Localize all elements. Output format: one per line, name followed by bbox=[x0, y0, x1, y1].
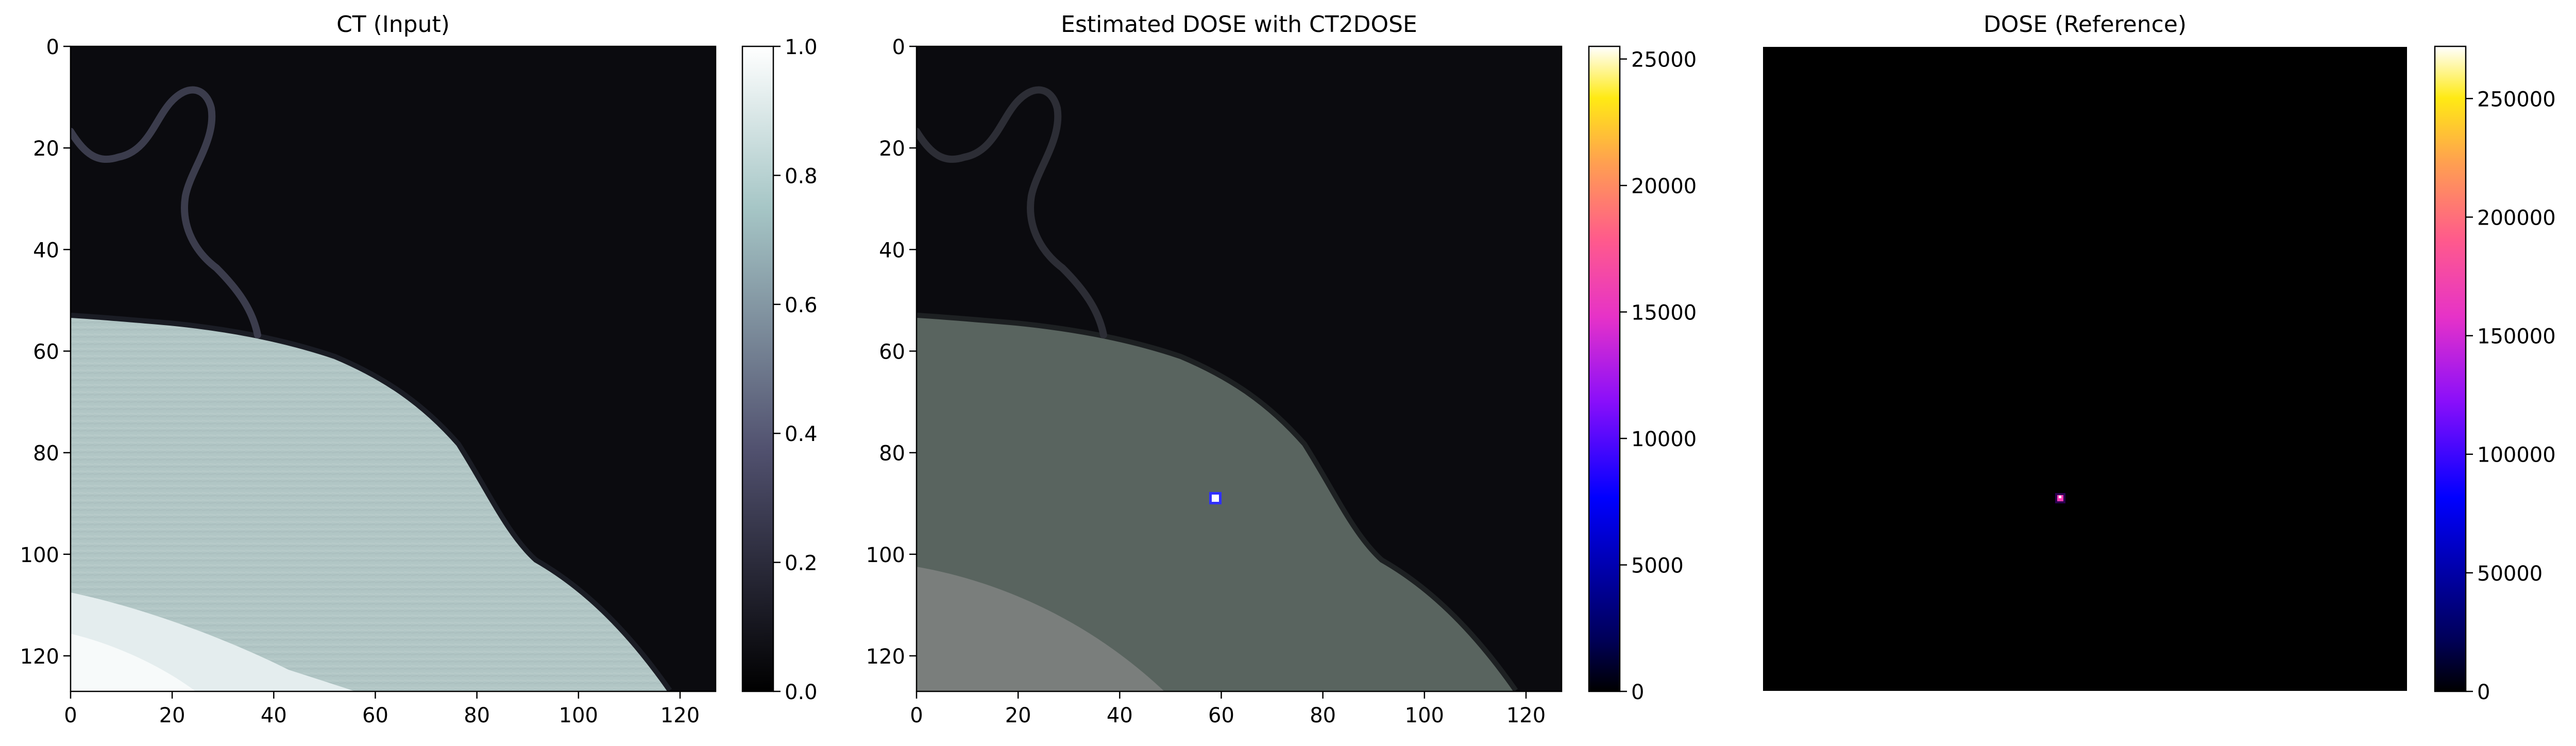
x-tick-label: 60 bbox=[1208, 704, 1234, 727]
x-tick-label: 120 bbox=[660, 704, 700, 727]
x-tick-label: 100 bbox=[1405, 704, 1444, 727]
colorbar-ct bbox=[741, 45, 774, 692]
x-tick-label: 0 bbox=[64, 704, 77, 727]
y-axis-ct: 0 20 40 60 80 100 120 bbox=[20, 36, 71, 669]
colorbar-reference bbox=[2434, 45, 2467, 692]
y-tick-label: 0 bbox=[892, 36, 905, 59]
y-tick-label: 20 bbox=[33, 137, 59, 161]
colorbar-tick-label: 200000 bbox=[2477, 206, 2556, 230]
x-tick-label: 120 bbox=[1506, 704, 1546, 727]
colorbar-tick-label: 10000 bbox=[1631, 428, 1697, 451]
y-tick-label: 80 bbox=[879, 442, 905, 466]
x-axis-estimated: 0 20 40 60 80 100 120 bbox=[910, 691, 1546, 727]
x-tick-label: 40 bbox=[1107, 704, 1133, 727]
panel-title-reference: DOSE (Reference) bbox=[1984, 11, 2187, 38]
colorbar-tick-label: 250000 bbox=[2477, 88, 2556, 111]
panel-ct-input: CT (Input) 0 20 40 60 80 100 120 0 20 40 60 80 100 1… bbox=[20, 11, 818, 727]
colorbar-tick-label: 0.8 bbox=[785, 164, 818, 188]
y-tick-label: 100 bbox=[20, 544, 59, 567]
colorbar-tick-label: 100000 bbox=[2477, 444, 2556, 467]
x-tick-label: 60 bbox=[362, 704, 388, 727]
ct-image bbox=[71, 46, 716, 691]
y-tick-label: 20 bbox=[879, 137, 905, 161]
y-tick-label: 120 bbox=[866, 645, 905, 669]
colorbar-tick-label: 5000 bbox=[1631, 554, 1684, 578]
estimated-dose-image bbox=[917, 46, 1562, 691]
x-tick-label: 80 bbox=[464, 704, 490, 727]
colorbar-ticks-ct: 0.0 0.2 0.4 0.6 0.8 1.0 bbox=[773, 36, 818, 704]
x-tick-label: 0 bbox=[910, 704, 923, 727]
x-tick-label: 80 bbox=[1310, 704, 1336, 727]
y-tick-label: 100 bbox=[866, 544, 905, 567]
y-tick-label: 60 bbox=[879, 340, 905, 364]
y-axis-estimated: 0 20 40 60 80 100 120 bbox=[866, 36, 917, 669]
y-tick-label: 40 bbox=[33, 239, 59, 262]
panel-estimated-dose: Estimated DOSE with CT2DOSE 0 20 40 60 80 100… bbox=[866, 11, 1697, 727]
x-tick-label: 100 bbox=[559, 704, 598, 727]
colorbar-tick-label: 20000 bbox=[1631, 175, 1697, 198]
colorbar-tick-label: 15000 bbox=[1631, 301, 1697, 325]
x-axis-ct: 0 20 40 60 80 100 120 bbox=[64, 691, 700, 727]
colorbar-ticks-estimated: 0 5000 10000 15000 20000 25000 bbox=[1620, 48, 1697, 704]
colorbar-tick-label: 0 bbox=[2477, 681, 2490, 704]
colorbar-estimated bbox=[1588, 45, 1621, 692]
colorbar-tick-label: 150000 bbox=[2477, 325, 2556, 349]
x-tick-label: 20 bbox=[1005, 704, 1031, 727]
colorbar-tick-label: 1.0 bbox=[785, 36, 818, 59]
reference-dose-image bbox=[1762, 46, 2408, 691]
colorbar-tick-label: 0.6 bbox=[785, 294, 818, 317]
colorbar-tick-label: 0.0 bbox=[785, 681, 818, 704]
y-tick-label: 40 bbox=[879, 239, 905, 262]
colorbar-tick-label: 0.4 bbox=[785, 422, 818, 446]
colorbar-tick-label: 50000 bbox=[2477, 562, 2543, 586]
panel-title-estimated: Estimated DOSE with CT2DOSE bbox=[1061, 11, 1417, 38]
y-tick-label: 60 bbox=[33, 340, 59, 364]
y-tick-label: 0 bbox=[46, 36, 59, 59]
y-tick-label: 80 bbox=[33, 442, 59, 466]
panel-title-ct: CT (Input) bbox=[336, 11, 450, 38]
colorbar-tick-label: 0 bbox=[1631, 681, 1644, 704]
colorbar-tick-label: 25000 bbox=[1631, 48, 1697, 72]
x-tick-label: 20 bbox=[159, 704, 185, 727]
y-tick-label: 120 bbox=[20, 645, 59, 669]
colorbar-tick-label: 0.2 bbox=[785, 552, 818, 575]
colorbar-ticks-reference: 0 50000 100000 150000 200000 250000 bbox=[2466, 88, 2556, 704]
x-tick-label: 40 bbox=[261, 704, 287, 727]
panel-dose-reference: DOSE (Reference) 0 50000 100000 150000 20000… bbox=[1762, 11, 2556, 704]
